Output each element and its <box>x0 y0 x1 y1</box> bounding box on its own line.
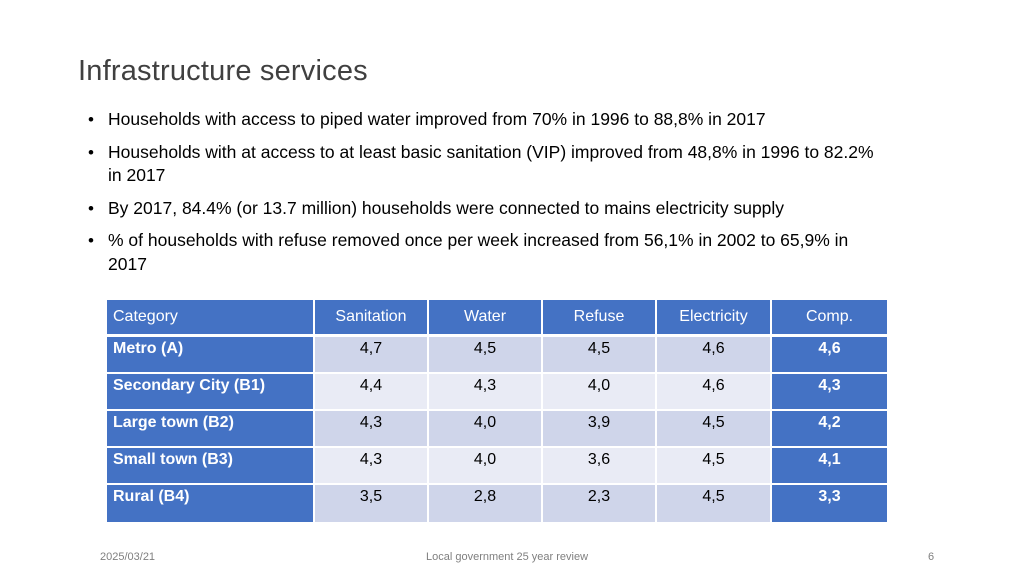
table-header-row: Category Sanitation Water Refuse Electri… <box>107 300 887 337</box>
header-electricity: Electricity <box>657 300 772 337</box>
cell-refuse: 4,5 <box>543 337 657 374</box>
header-refuse: Refuse <box>543 300 657 337</box>
cell-electricity: 4,5 <box>657 448 772 485</box>
footer-title: Local government 25 year review <box>426 551 589 563</box>
cell-electricity: 4,5 <box>657 485 772 522</box>
table-row: Small town (B3) 4,3 4,0 3,6 4,5 4,1 <box>107 448 887 485</box>
cell-electricity: 4,5 <box>657 411 772 448</box>
cell-comp: 3,3 <box>772 485 887 522</box>
cell-electricity: 4,6 <box>657 337 772 374</box>
footer-date: 2025/03/21 <box>100 551 156 563</box>
cell-sanitation: 4,7 <box>315 337 429 374</box>
header-water: Water <box>429 300 543 337</box>
bullet-item: • Households with at access to at least … <box>86 141 886 188</box>
cell-sanitation: 3,5 <box>315 485 429 522</box>
bullet-list: • Households with access to piped water … <box>86 108 886 285</box>
row-category: Small town (B3) <box>107 448 315 485</box>
cell-water: 2,8 <box>429 485 543 522</box>
cell-refuse: 3,9 <box>543 411 657 448</box>
cell-comp: 4,1 <box>772 448 887 485</box>
bullet-dot-icon: • <box>88 110 94 129</box>
row-category: Large town (B2) <box>107 411 315 448</box>
cell-water: 4,5 <box>429 337 543 374</box>
bullet-text: Households with at access to at least ba… <box>108 141 874 186</box>
cell-refuse: 3,6 <box>543 448 657 485</box>
header-sanitation: Sanitation <box>315 300 429 337</box>
services-table: Category Sanitation Water Refuse Electri… <box>107 300 887 522</box>
table-row: Secondary City (B1) 4,4 4,3 4,0 4,6 4,3 <box>107 374 887 411</box>
table-row: Metro (A) 4,7 4,5 4,5 4,6 4,6 <box>107 337 887 374</box>
bullet-text: Households with access to piped water im… <box>108 109 766 129</box>
table-row: Rural (B4) 3,5 2,8 2,3 4,5 3,3 <box>107 485 887 522</box>
cell-electricity: 4,6 <box>657 374 772 411</box>
cell-water: 4,3 <box>429 374 543 411</box>
bullet-dot-icon: • <box>88 231 94 250</box>
bullet-item: • Households with access to piped water … <box>86 108 886 132</box>
row-category: Metro (A) <box>107 337 315 374</box>
cell-sanitation: 4,3 <box>315 448 429 485</box>
bullet-dot-icon: • <box>88 142 94 162</box>
page-number: 6 <box>928 551 935 563</box>
bullet-dot-icon: • <box>88 198 94 218</box>
bullet-item: • % of households with refuse removed on… <box>86 229 886 276</box>
row-category: Rural (B4) <box>107 485 315 522</box>
slide-title: Infrastructure services <box>78 55 368 87</box>
cell-sanitation: 4,4 <box>315 374 429 411</box>
cell-comp: 4,6 <box>772 337 887 374</box>
cell-comp: 4,3 <box>772 374 887 411</box>
header-comp: Comp. <box>772 300 887 337</box>
header-category: Category <box>107 300 315 337</box>
row-category: Secondary City (B1) <box>107 374 315 411</box>
cell-sanitation: 4,3 <box>315 411 429 448</box>
cell-water: 4,0 <box>429 411 543 448</box>
cell-comp: 4,2 <box>772 411 887 448</box>
table-row: Large town (B2) 4,3 4,0 3,9 4,5 4,2 <box>107 411 887 448</box>
bullet-item: • By 2017, 84.4% (or 13.7 million) house… <box>86 197 886 221</box>
cell-refuse: 2,3 <box>543 485 657 522</box>
cell-refuse: 4,0 <box>543 374 657 411</box>
cell-water: 4,0 <box>429 448 543 485</box>
bullet-text: By 2017, 84.4% (or 13.7 million) househo… <box>108 197 785 218</box>
bullet-text: % of households with refuse removed once… <box>108 230 849 274</box>
